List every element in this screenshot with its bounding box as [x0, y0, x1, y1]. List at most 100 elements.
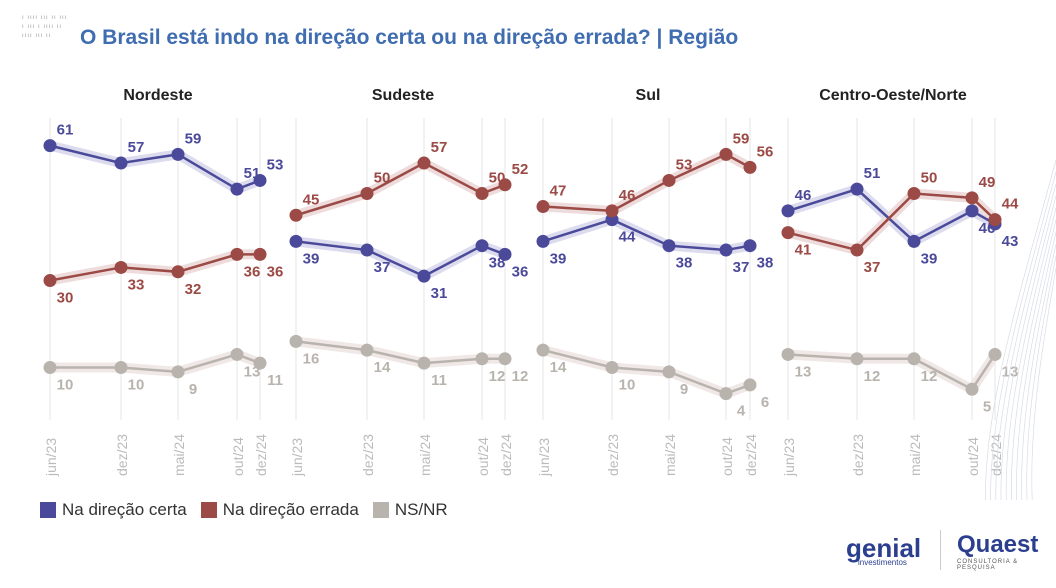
data-label: 11	[267, 372, 283, 389]
data-label: 59	[185, 130, 202, 147]
x-tick-label: dez/23	[360, 434, 376, 476]
data-label: 37	[733, 259, 750, 276]
data-point	[289, 208, 303, 222]
genial-logo: genial investimentos	[846, 533, 921, 567]
decorative-wave	[1021, 243, 1056, 500]
legend-label: Na direção errada	[222, 500, 359, 519]
decorative-wave	[1005, 207, 1056, 500]
data-point	[417, 356, 431, 370]
data-label: 49	[979, 174, 996, 191]
quaest-logo: Quaest CONSULTORIA & PESQUISA	[957, 531, 1056, 571]
data-point	[360, 243, 374, 257]
data-label: 44	[1002, 196, 1019, 213]
series-halo	[295, 236, 507, 282]
data-label: 37	[864, 259, 881, 276]
data-label: 36	[512, 263, 529, 280]
data-point	[781, 347, 795, 361]
data-point	[114, 156, 128, 170]
data-point	[289, 234, 303, 248]
data-label: 36	[244, 263, 261, 280]
data-label: 10	[57, 377, 74, 394]
data-point	[475, 239, 489, 253]
data-label: 53	[267, 156, 284, 173]
x-tick-label: out/24	[965, 437, 981, 476]
data-point	[662, 239, 676, 253]
data-point	[498, 352, 512, 366]
legend-item-nsnr: NS/NR	[372, 500, 448, 520]
x-tick-label: mai/24	[417, 434, 433, 476]
data-label: 59	[733, 130, 750, 147]
data-point	[907, 234, 921, 248]
x-tick-label: mai/24	[907, 434, 923, 476]
data-point	[43, 361, 57, 374]
x-tick-label: jun/23	[43, 438, 59, 477]
data-label: 12	[921, 368, 938, 385]
x-tick-label: dez/24	[253, 434, 269, 476]
data-point	[719, 243, 733, 257]
x-tick-label: out/24	[719, 437, 735, 476]
data-label: 12	[512, 368, 529, 385]
data-point	[43, 139, 57, 153]
data-label: 37	[374, 259, 391, 276]
data-point	[907, 352, 921, 366]
x-tick-label: dez/24	[498, 434, 514, 476]
data-point	[965, 191, 979, 205]
legend-label: Na direção certa	[62, 500, 187, 519]
data-point	[850, 243, 864, 257]
data-point	[743, 239, 757, 253]
data-point	[253, 356, 267, 370]
legend-swatch	[372, 502, 389, 518]
data-point	[988, 213, 1002, 227]
data-point	[289, 334, 303, 348]
data-label: 53	[676, 156, 693, 173]
data-label: 9	[189, 381, 197, 398]
panel-title: Sudeste	[372, 87, 434, 104]
x-tick-label: mai/24	[662, 434, 678, 476]
data-label: 39	[921, 250, 938, 267]
legend-item-certa: Na direção certa	[40, 500, 187, 520]
data-label: 13	[795, 363, 812, 380]
x-tick-label: out/24	[475, 437, 491, 476]
genial-logo-text: genial	[846, 533, 922, 563]
decorative-wave	[1016, 231, 1056, 500]
x-tick-label: out/24	[230, 437, 246, 476]
data-point	[230, 347, 244, 361]
data-label: 46	[795, 187, 812, 204]
data-point	[743, 160, 757, 174]
legend-swatch	[200, 502, 217, 518]
data-label: 57	[128, 139, 145, 156]
data-point	[719, 147, 733, 161]
data-label: 50	[921, 170, 938, 187]
data-label: 14	[550, 359, 567, 376]
data-label: 51	[864, 165, 881, 182]
data-label: 5	[983, 398, 991, 415]
data-label: 6	[761, 394, 769, 411]
data-label: 45	[303, 191, 320, 208]
data-label: 61	[57, 122, 74, 139]
legend: Na direção certa Na direção errada NS/NR	[40, 500, 448, 520]
x-tick-label: mai/24	[171, 434, 187, 476]
data-point	[536, 200, 550, 214]
logo-pattern-icon: ı ıııı ııı ıı ııı ı ııı ı ıııı ıı ıııı ııı…	[22, 15, 68, 39]
data-point	[907, 187, 921, 200]
data-point	[781, 226, 795, 240]
decorative-wave	[1031, 267, 1056, 500]
legend-item-errada: Na direção errada	[200, 500, 359, 520]
data-label: 4	[737, 403, 746, 420]
x-tick-label: dez/24	[743, 434, 759, 476]
data-point	[965, 382, 979, 396]
data-label: 43	[1002, 233, 1019, 250]
legend-label: NS/NR	[394, 500, 448, 519]
logo-divider	[940, 530, 941, 570]
data-point	[498, 178, 512, 192]
data-point	[360, 343, 374, 357]
data-point	[230, 247, 244, 261]
data-point	[850, 352, 864, 366]
data-label: 30	[57, 290, 74, 307]
data-label: 12	[864, 368, 881, 385]
genial-logo-sub: investimentos	[858, 558, 907, 567]
data-label: 38	[757, 255, 774, 272]
data-point	[475, 187, 489, 200]
data-point	[171, 147, 185, 161]
